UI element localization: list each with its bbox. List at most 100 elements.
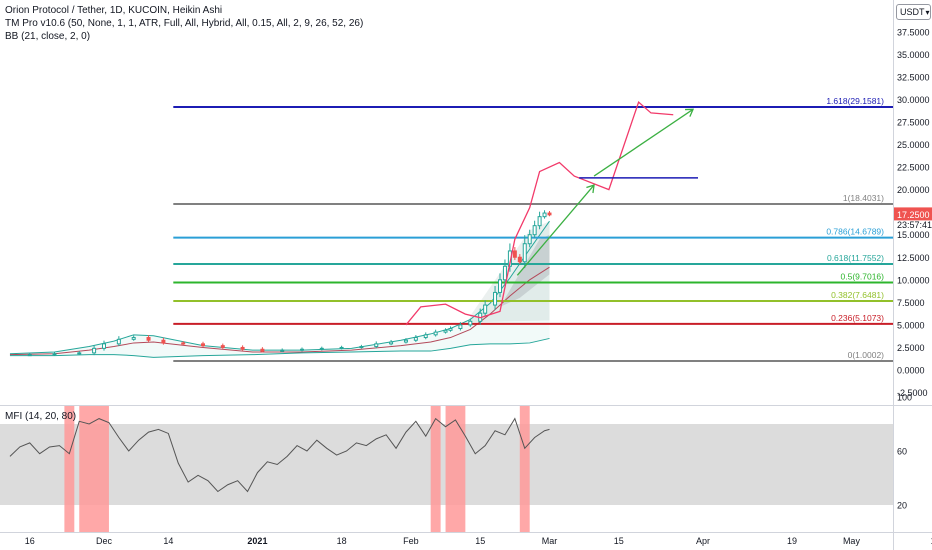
time-tick-label: 16 bbox=[25, 536, 35, 546]
current-price-tag bbox=[894, 207, 932, 221]
candle-body bbox=[359, 346, 364, 349]
time-tick-label: 2021 bbox=[247, 536, 267, 546]
fib-level-label: 1.618(29.1581) bbox=[826, 96, 884, 106]
mfi-overbought-highlight bbox=[430, 406, 441, 532]
candle-body bbox=[102, 343, 106, 349]
time-tick-label: May bbox=[843, 536, 861, 546]
candle-body bbox=[389, 341, 394, 345]
candle-body bbox=[537, 216, 542, 227]
candle-body bbox=[522, 243, 527, 263]
arrowhead-icon bbox=[586, 184, 595, 194]
candle-body bbox=[131, 337, 136, 340]
price-tick-label: 22.5000 bbox=[897, 163, 930, 173]
price-tick-label: 0.0000 bbox=[897, 366, 925, 376]
candle-body bbox=[512, 250, 517, 258]
bb-basis-line bbox=[9, 266, 550, 356]
price-tick-label: 25.0000 bbox=[897, 140, 930, 150]
candle-body bbox=[498, 279, 502, 293]
fib-level-label: 0(1.0002) bbox=[848, 350, 885, 360]
candle-body bbox=[339, 346, 344, 349]
mfi-overbought-highlight bbox=[519, 406, 530, 532]
candle-body bbox=[542, 212, 547, 218]
candle-body bbox=[52, 353, 57, 356]
time-tick-label: 15 bbox=[614, 536, 624, 546]
arrow-segment-1 bbox=[516, 184, 595, 276]
candle-body bbox=[527, 234, 532, 245]
indicator-bb-label[interactable]: BB (21, close, 2, 0) bbox=[5, 31, 91, 42]
candle-body bbox=[240, 346, 245, 350]
candle-body bbox=[502, 265, 507, 281]
candle-body bbox=[220, 345, 225, 348]
time-tick-label: 19 bbox=[787, 536, 797, 546]
price-tick-label: 32.5000 bbox=[897, 72, 930, 82]
arrowhead-icon bbox=[685, 108, 695, 117]
bb-fill bbox=[9, 221, 550, 358]
price-tick-label: 30.0000 bbox=[897, 95, 930, 105]
time-tick-label: Mar bbox=[542, 536, 558, 546]
fib-level-label: 0.618(11.7552) bbox=[827, 253, 884, 263]
candle-body bbox=[319, 347, 324, 350]
candle-body bbox=[181, 342, 186, 345]
candle-body bbox=[116, 338, 121, 345]
time-tick-label: 14 bbox=[163, 536, 173, 546]
candle-body bbox=[483, 304, 488, 314]
time-tick-label: Apr bbox=[696, 536, 710, 546]
bb-lower-line bbox=[9, 337, 550, 358]
candle-body bbox=[458, 324, 463, 330]
candle-body bbox=[403, 339, 408, 343]
price-tick-label: 2.5000 bbox=[897, 343, 925, 353]
price-tick-label: 15.0000 bbox=[897, 230, 930, 240]
candle-body bbox=[423, 334, 428, 339]
chevron-down-icon: ▾ bbox=[925, 8, 930, 17]
candle-body bbox=[280, 349, 285, 352]
candle-body bbox=[443, 329, 448, 333]
candle-body bbox=[260, 348, 265, 352]
fib-level-label: 0.786(14.6789) bbox=[826, 227, 884, 237]
candle-body bbox=[146, 337, 151, 341]
price-tick-label: 7.5000 bbox=[897, 298, 925, 308]
candle-body bbox=[448, 328, 453, 331]
fib-level-label: 0.236(5.1073) bbox=[831, 313, 884, 323]
candle-body bbox=[532, 225, 537, 236]
time-tick-label: 18 bbox=[337, 536, 347, 546]
chart-title: Orion Protocol / Tether, 1D, KUCOIN, Hei… bbox=[5, 5, 223, 16]
candle-body bbox=[201, 343, 205, 347]
projection-path bbox=[405, 100, 674, 326]
time-tick-label: Feb bbox=[403, 536, 419, 546]
candle-body bbox=[493, 291, 498, 306]
price-tick-label: -2.5000 bbox=[897, 388, 928, 398]
mfi-overbought-highlight bbox=[64, 406, 75, 532]
candle-body bbox=[300, 348, 304, 351]
mfi-overbought-highlight bbox=[445, 406, 466, 532]
price-tick-label: 37.5000 bbox=[897, 27, 930, 37]
fib-level-label: 0.5(9.7016) bbox=[841, 271, 885, 281]
candle-body bbox=[77, 352, 82, 355]
candle-body bbox=[161, 339, 166, 344]
mfi-legend[interactable]: MFI (14, 20, 80) bbox=[5, 411, 77, 422]
fib-level-label: 0.382(7.6481) bbox=[831, 290, 884, 300]
price-tick-label: 35.0000 bbox=[897, 50, 930, 60]
candle-body bbox=[468, 320, 473, 326]
candle-body bbox=[413, 337, 418, 341]
chart-legend: Orion Protocol / Tether, 1D, KUCOIN, Hei… bbox=[5, 4, 363, 43]
current-price-label: 17.2500 bbox=[897, 210, 930, 220]
arrow-segment-2 bbox=[593, 108, 694, 177]
candle-body bbox=[374, 343, 379, 348]
candle-body bbox=[547, 212, 552, 216]
mfi-overbought-highlight bbox=[79, 406, 109, 532]
main-pane: 1.618(29.1581) 1(18.4031) 0.786(14.6789) 0.… bbox=[9, 96, 893, 362]
price-tick-label: 20.0000 bbox=[897, 185, 930, 195]
candle-body bbox=[92, 347, 97, 354]
currency-selector[interactable]: USDT▾ bbox=[896, 4, 931, 20]
mfi-tick-label: 60 bbox=[897, 447, 907, 457]
time-tick-label: 17 bbox=[931, 536, 932, 546]
mfi-tick-label: 20 bbox=[897, 501, 907, 511]
mfi-tick-label: 100 bbox=[897, 393, 912, 403]
mfi-line bbox=[9, 417, 550, 493]
fib-level-label: 1(18.4031) bbox=[843, 193, 884, 203]
indicator-tm-pro-label[interactable]: TM Pro v10.6 (50, None, 1, 1, ATR, Full,… bbox=[5, 18, 364, 29]
price-tick-label: 5.0000 bbox=[897, 320, 925, 330]
price-tick-label: 12.5000 bbox=[897, 253, 930, 263]
price-tick-label: 27.5000 bbox=[897, 117, 930, 127]
